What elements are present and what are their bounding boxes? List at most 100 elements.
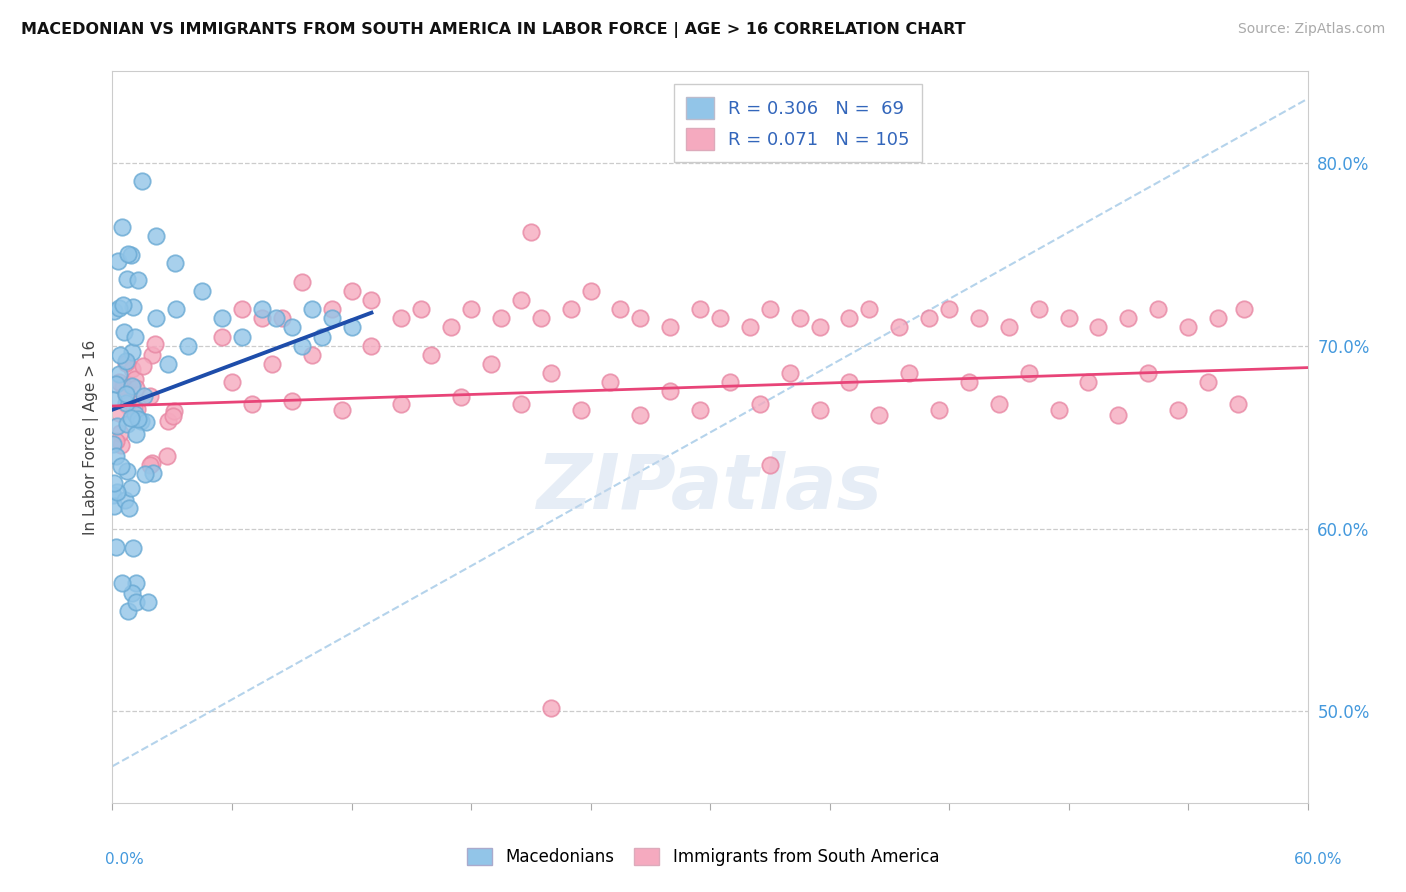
Point	[281, 320, 304, 334]
Point	[114, 493, 136, 508]
Point	[1167, 402, 1189, 417]
Point	[211, 329, 233, 343]
Point	[957, 376, 980, 390]
Point	[145, 229, 167, 244]
Point	[115, 417, 138, 431]
Point	[138, 595, 160, 609]
Point	[569, 402, 592, 417]
Point	[141, 456, 163, 470]
Point	[281, 393, 304, 408]
Point	[250, 302, 273, 317]
Point	[131, 414, 153, 428]
Legend: R = 0.306   N =  69, R = 0.071   N = 105: R = 0.306 N = 69, R = 0.071 N = 105	[673, 84, 922, 162]
Point	[340, 320, 363, 334]
Legend: Macedonians, Immigrants from South America: Macedonians, Immigrants from South Ameri…	[460, 841, 946, 873]
Point	[139, 458, 162, 472]
Point	[157, 414, 180, 428]
Point	[121, 344, 143, 359]
Point	[1233, 302, 1256, 317]
Point	[121, 362, 143, 376]
Point	[114, 353, 136, 368]
Point	[141, 347, 163, 361]
Point	[107, 253, 129, 268]
Point	[868, 408, 890, 422]
Point	[689, 302, 711, 317]
Point	[560, 302, 582, 317]
Point	[838, 311, 860, 326]
Point	[191, 284, 214, 298]
Point	[460, 302, 482, 317]
Point	[124, 330, 146, 344]
Point	[132, 389, 155, 403]
Point	[1118, 311, 1140, 326]
Point	[156, 449, 179, 463]
Point	[540, 700, 562, 714]
Point	[1226, 397, 1249, 411]
Point	[250, 311, 273, 326]
Point	[103, 488, 125, 502]
Point	[291, 275, 314, 289]
Point	[489, 311, 512, 326]
Point	[1147, 302, 1170, 317]
Point	[104, 377, 127, 392]
Point	[142, 467, 165, 481]
Point	[127, 273, 149, 287]
Point	[115, 272, 138, 286]
Point	[889, 320, 911, 334]
Point	[111, 298, 134, 312]
Point	[1057, 311, 1080, 326]
Point	[938, 302, 960, 317]
Point	[115, 396, 138, 410]
Point	[120, 481, 142, 495]
Point	[103, 499, 125, 513]
Text: 60.0%: 60.0%	[1295, 852, 1343, 867]
Y-axis label: In Labor Force | Age > 16: In Labor Force | Age > 16	[83, 340, 98, 534]
Point	[789, 311, 811, 326]
Point	[101, 393, 124, 408]
Point	[301, 348, 323, 362]
Point	[157, 357, 180, 371]
Point	[260, 357, 283, 371]
Point	[120, 411, 142, 425]
Point	[838, 376, 860, 390]
Point	[145, 337, 167, 351]
Point	[131, 359, 153, 373]
Point	[121, 378, 143, 392]
Point	[1107, 408, 1129, 422]
Point	[748, 397, 770, 411]
Point	[240, 397, 263, 411]
Point	[118, 500, 141, 515]
Point	[450, 390, 472, 404]
Point	[124, 371, 146, 385]
Point	[1177, 320, 1199, 334]
Point	[540, 366, 562, 380]
Text: MACEDONIAN VS IMMIGRANTS FROM SOUTH AMERICA IN LABOR FORCE | AGE > 16 CORRELATIO: MACEDONIAN VS IMMIGRANTS FROM SOUTH AMER…	[21, 22, 966, 38]
Point	[918, 311, 941, 326]
Point	[1087, 320, 1109, 334]
Point	[1137, 366, 1160, 380]
Point	[738, 320, 761, 334]
Text: ZIPatlas: ZIPatlas	[537, 451, 883, 525]
Point	[125, 576, 148, 591]
Point	[108, 375, 131, 389]
Point	[103, 304, 125, 318]
Point	[108, 426, 131, 441]
Point	[127, 412, 149, 426]
Point	[108, 301, 131, 315]
Point	[599, 376, 621, 390]
Point	[105, 419, 128, 434]
Point	[115, 356, 138, 370]
Point	[105, 449, 128, 463]
Point	[360, 339, 382, 353]
Point	[301, 302, 323, 317]
Point	[808, 320, 831, 334]
Point	[139, 389, 162, 403]
Point	[120, 248, 142, 262]
Point	[330, 402, 353, 417]
Point	[1018, 366, 1040, 380]
Point	[115, 386, 138, 401]
Point	[759, 458, 782, 472]
Point	[998, 320, 1021, 334]
Point	[759, 302, 782, 317]
Point	[110, 458, 132, 473]
